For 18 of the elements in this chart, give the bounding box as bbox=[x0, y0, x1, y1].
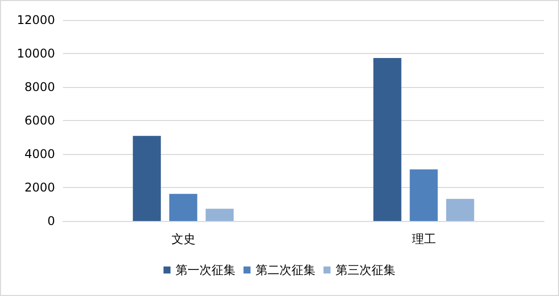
y-tick-label: 4000 bbox=[24, 147, 55, 161]
y-tick-label: 2000 bbox=[24, 180, 55, 194]
y-tick-label: 8000 bbox=[24, 80, 55, 94]
y-tick-label: 6000 bbox=[24, 114, 55, 128]
legend-label: 第一次征集 bbox=[176, 263, 236, 277]
bar bbox=[206, 208, 234, 221]
y-tick-label: 10000 bbox=[16, 46, 55, 60]
x-tick-label: 文史 bbox=[171, 232, 196, 246]
bar bbox=[132, 136, 161, 221]
y-tick-label: 0 bbox=[47, 214, 55, 228]
bar bbox=[446, 198, 474, 221]
bar bbox=[410, 169, 438, 221]
legend-label: 第二次征集 bbox=[256, 263, 316, 277]
y-tick-label: 12000 bbox=[16, 13, 55, 27]
x-tick-label: 理工 bbox=[412, 232, 436, 246]
bar bbox=[169, 194, 198, 221]
bar bbox=[373, 58, 402, 221]
legend-label: 第三次征集 bbox=[336, 263, 396, 277]
